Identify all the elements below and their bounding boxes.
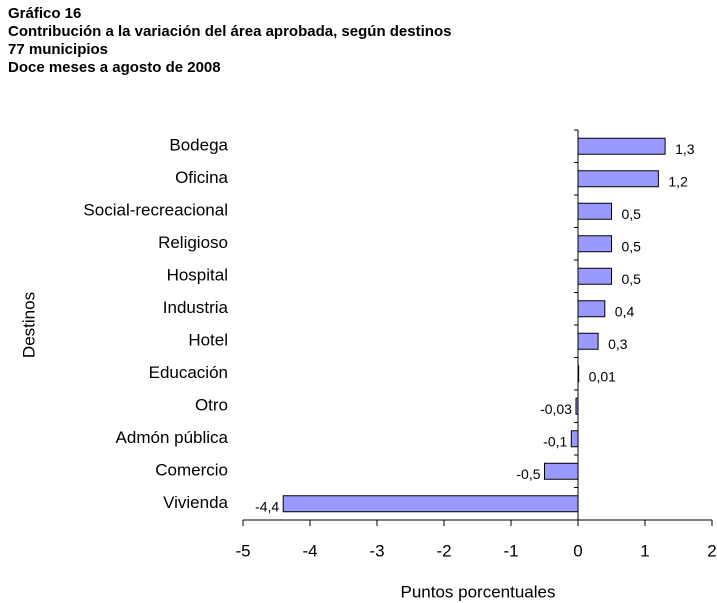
x-tick-label: -5 [235, 541, 250, 560]
bar [575, 397, 579, 415]
data-label: 1,2 [668, 173, 688, 189]
bar [577, 332, 599, 350]
x-axis-label: Puntos porcentuales [401, 582, 556, 601]
data-label: -4,4 [255, 498, 279, 514]
y-tick-label: Comercio [155, 461, 228, 480]
data-label: 0,3 [608, 336, 628, 352]
bar [577, 170, 659, 188]
data-label: -0,03 [540, 401, 572, 417]
y-tick-label: Industria [163, 298, 229, 317]
chart-subtitle: 77 municipios [8, 41, 108, 58]
y-tick-label: Social-recreacional [83, 201, 228, 220]
y-tick-label: Otro [195, 396, 228, 415]
bar [577, 137, 666, 155]
bar [577, 202, 612, 220]
data-label: 0,5 [622, 206, 642, 222]
x-tick-label: 0 [573, 541, 582, 560]
y-tick-label: Educación [149, 363, 228, 382]
x-tick-label: 2 [707, 541, 716, 560]
x-tick-label: -1 [503, 541, 518, 560]
y-tick-label: Bodega [169, 136, 228, 155]
data-label: 0,4 [615, 303, 635, 319]
x-tick-label: 1 [640, 541, 649, 560]
data-label: -0,5 [516, 466, 540, 482]
data-label: 0,5 [622, 238, 642, 254]
data-label: 0,5 [622, 271, 642, 287]
y-tick-label: Admón pública [116, 428, 229, 447]
data-label: 0,01 [589, 368, 616, 384]
bar [577, 300, 606, 318]
x-tick-label: -2 [436, 541, 451, 560]
bar [577, 267, 612, 285]
bar [544, 462, 579, 480]
bar [577, 365, 580, 383]
y-tick-label: Hospital [167, 266, 228, 285]
chart-title: Gráfico 16 [8, 5, 81, 22]
bar [577, 235, 612, 253]
chart-subtitle: Doce meses a agosto de 2008 [8, 59, 221, 76]
y-tick-label: Religioso [158, 233, 228, 252]
bar [570, 430, 579, 448]
bar [282, 495, 579, 513]
x-tick-label: -3 [369, 541, 384, 560]
y-tick-label: Oficina [175, 168, 228, 187]
chart-title: Contribución a la variación del área apr… [8, 23, 451, 40]
y-axis-label: Destinos [19, 292, 38, 358]
y-tick-label: Vivienda [163, 493, 228, 512]
data-label: 1,3 [675, 141, 695, 157]
data-label: -0,1 [543, 433, 567, 449]
y-tick-label: Hotel [188, 331, 228, 350]
x-tick-label: -4 [302, 541, 317, 560]
